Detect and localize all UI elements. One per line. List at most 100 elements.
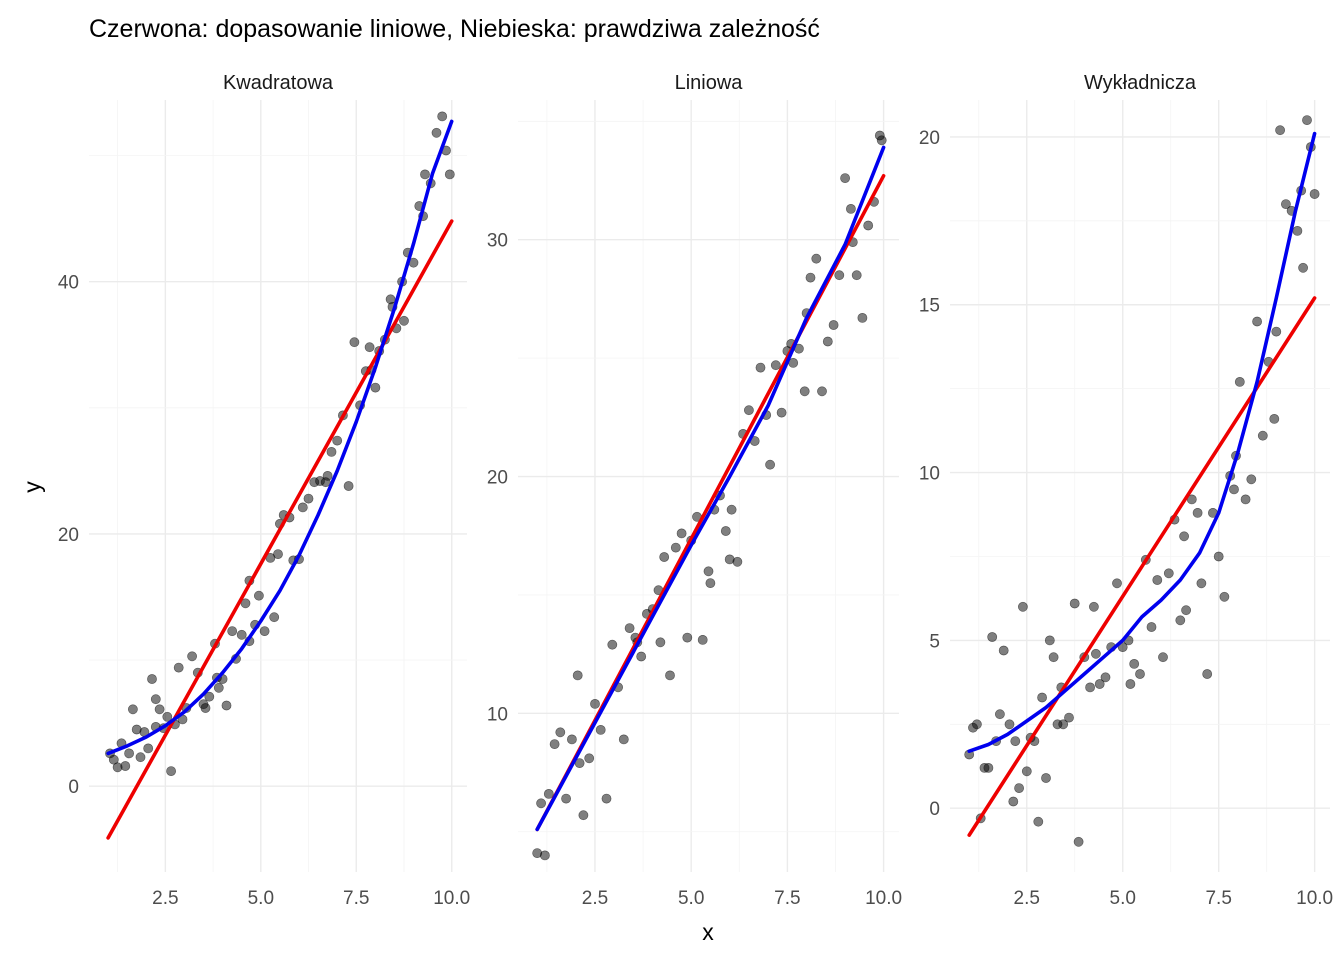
data-point [213,682,224,693]
data-point [1275,125,1285,136]
x-tick-label: 5.0 [1110,888,1136,909]
data-point [200,703,211,713]
data-point [1069,598,1080,609]
data-point [840,173,850,183]
x-tick-label: 2.5 [152,888,178,909]
data-point [370,382,381,393]
data-point [724,554,735,565]
x-tick-label: 2.5 [1014,888,1040,909]
data-point [1091,648,1101,659]
data-point [1073,836,1084,847]
data-point [135,752,146,763]
data-point [799,386,810,397]
data-point [173,662,184,673]
data-point [636,651,647,662]
x-tick-label: 5.0 [678,888,704,909]
data-point [1112,578,1122,589]
data-point [607,639,618,650]
data-point [1014,783,1024,793]
data-point [259,626,270,636]
data-point [863,220,874,231]
data-point [705,578,716,588]
data-point [1037,692,1047,703]
data-point [1033,816,1044,827]
data-point [1135,669,1145,679]
data-point [1257,430,1268,441]
grid-lines [950,100,1330,872]
x-tick-label: 7.5 [774,888,800,909]
grid-lines [518,100,899,872]
data-point [273,549,283,559]
grid-lines [89,100,467,872]
data-point [1181,605,1191,616]
data-point [253,590,264,601]
data-point [1058,719,1069,730]
data-point [1041,773,1051,783]
data-point [703,566,714,577]
data-point [549,739,560,749]
data-point [1158,652,1168,663]
data-point [1004,719,1015,730]
data-point [221,700,232,711]
data-point [343,481,354,491]
data-point [876,135,887,146]
data-point [143,743,154,754]
data-point [744,405,754,416]
data-point [1175,615,1186,626]
data-point [227,626,238,636]
data-point [1129,659,1140,669]
data-point [1192,508,1203,518]
data-point [697,635,708,645]
linear-fit-line [967,296,1317,837]
data-point [269,612,280,623]
data-point [572,670,583,681]
data-point [540,850,550,861]
data-points [105,111,455,776]
data-point [822,336,833,347]
facet-panel: Wykładnicza 2.5 5.0 7.5 10.0 0 5 10 15 20 [919,72,1333,909]
data-point [851,270,862,281]
data-point [659,552,670,562]
y-tick-label: 5 [929,631,940,652]
data-point [326,446,337,457]
data-point [1163,568,1174,579]
data-point [543,789,554,799]
data-point [1219,591,1230,602]
data-point [332,435,343,446]
data-point [1240,494,1251,505]
data-points [964,115,1320,847]
data-point [590,699,600,709]
facet-panel: Liniowa 2.5 5.0 7.5 10.0 10 20 30 [487,72,902,909]
data-point [166,766,176,776]
facet-strip-label: Liniowa [675,72,744,94]
data-point [297,502,308,513]
data-point [1179,531,1189,542]
data-point [584,753,595,764]
y-tick-label: 0 [929,799,940,820]
data-point [162,711,173,722]
data-point [236,629,247,640]
data-point [127,704,138,715]
data-point [420,169,430,180]
y-tick-label: 15 [919,296,940,317]
data-point [665,670,675,681]
data-point [364,342,375,353]
true-relation-line [106,119,454,756]
x-tick-label: 5.0 [248,888,274,909]
chart-title: Czerwona: dopasowanie liniowe, Niebieska… [89,15,820,43]
data-point [857,312,868,323]
data-point [655,637,666,648]
x-tick-label: 7.5 [343,888,369,909]
data-point [618,734,629,745]
facet-strip-label: Kwadratowa [223,72,334,94]
data-point [1252,316,1262,327]
data-point [805,272,816,283]
data-point [399,315,409,326]
data-point [1271,326,1282,337]
data-point [972,719,982,730]
data-point [601,793,612,804]
data-point [720,526,731,536]
data-point [555,727,566,738]
facet-strip-label: Wykładnicza [1084,72,1197,94]
